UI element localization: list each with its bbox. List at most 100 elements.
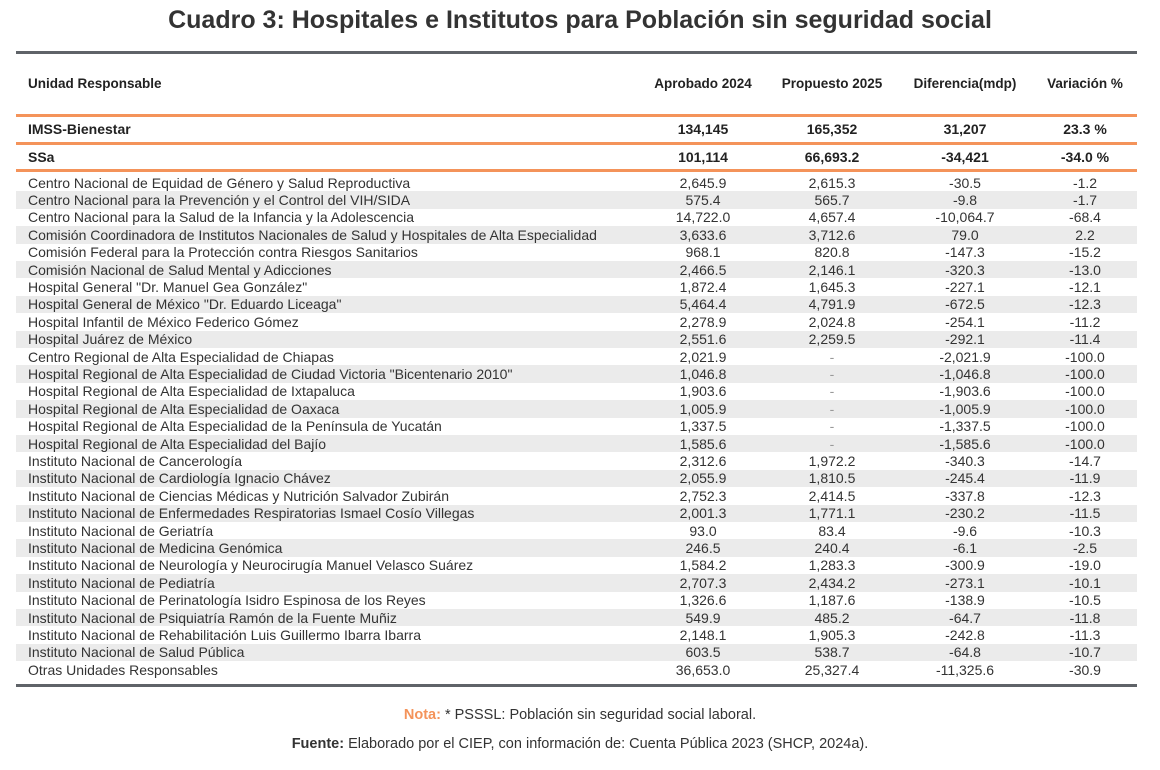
- cell-aprobado: 2,001.3: [679, 505, 727, 522]
- cell-aprobado: 2,645.9: [679, 174, 727, 191]
- cell-variacion: -12.3: [1069, 296, 1101, 313]
- cell-variacion: -1.7: [1072, 192, 1098, 209]
- cell-diferencia: -1,585.6: [939, 435, 991, 452]
- cell-unidad: Instituto Nacional de Ciencias Médicas y…: [28, 487, 449, 504]
- top-rule: [16, 51, 1137, 54]
- header-propuesto: Propuesto 2025: [781, 75, 883, 91]
- cell-diferencia: -1,337.5: [939, 418, 991, 435]
- cell-unidad: Otras Unidades Responsables: [28, 661, 218, 678]
- cell-diferencia: -672.5: [945, 296, 985, 313]
- cell-diferencia: -242.8: [945, 627, 985, 644]
- table-title: Cuadro 3: Hospitales e Institutos para P…: [168, 6, 992, 34]
- cell-unidad: SSa: [28, 149, 55, 165]
- cell-aprobado: 549.9: [685, 609, 721, 626]
- cell-propuesto: 2,259.5: [808, 331, 856, 348]
- cell-propuesto: -: [829, 383, 835, 400]
- cell-diferencia: -2,021.9: [939, 348, 991, 365]
- cell-unidad: Instituto Nacional de Rehabilitación Lui…: [28, 627, 421, 644]
- table-row: Instituto Nacional de Ciencias Médicas y…: [16, 487, 1137, 504]
- cell-propuesto: 240.4: [814, 540, 850, 557]
- note-label: Nota:: [403, 707, 441, 723]
- table-row: Comisión Federal para la Protección cont…: [16, 244, 1137, 261]
- header-unidad: Unidad Responsable: [28, 75, 162, 91]
- cell-aprobado: 246.5: [685, 540, 721, 557]
- cell-variacion: -100.0: [1065, 418, 1105, 435]
- cell-unidad: Centro Nacional de Equidad de Género y S…: [28, 174, 411, 191]
- cell-aprobado: 603.5: [685, 644, 721, 661]
- table-header: Unidad Responsable Aprobado 2024 Propues…: [16, 70, 1137, 96]
- table-row: Instituto Nacional de Medicina Genómica 2…: [16, 539, 1137, 557]
- table-row: Hospital General de México "Dr. Eduardo …: [16, 295, 1137, 314]
- cell-variacion: -34.0 %: [1060, 149, 1110, 165]
- cell-unidad: Instituto Nacional de Psiquiatría Ramón …: [28, 609, 397, 626]
- table-row: Instituto Nacional de Rehabilitación Lui…: [16, 626, 1137, 643]
- orange-rule: [16, 169, 1137, 172]
- cell-diferencia: -6.1: [952, 540, 978, 557]
- cell-unidad: Instituto Nacional de Cancerología: [28, 453, 243, 470]
- cell-diferencia: -292.1: [945, 331, 985, 348]
- cell-aprobado: 36,653.0: [675, 661, 731, 678]
- cell-propuesto: 4,791.9: [808, 296, 856, 313]
- cell-unidad: Instituto Nacional de Neurología y Neuro…: [28, 557, 474, 574]
- cell-aprobado: 2,707.3: [679, 574, 727, 591]
- table-row: Instituto Nacional de Neurología y Neuro…: [16, 557, 1137, 574]
- table-row: Comisión Coordinadora de Institutos Naci…: [16, 226, 1137, 244]
- cell-aprobado: 1,585.6: [679, 435, 727, 452]
- cell-diferencia: -227.1: [945, 279, 985, 296]
- cell-propuesto: 2,434.2: [808, 574, 856, 591]
- cell-aprobado: 2,278.9: [679, 313, 727, 330]
- cell-unidad: Comisión Federal para la Protección cont…: [28, 244, 418, 261]
- table-row: Hospital Regional de Alta Especialidad d…: [16, 418, 1137, 435]
- summary-row-imss: IMSS-Bienestar 134,145 165,352 31,207 23…: [16, 117, 1137, 141]
- table-row: Instituto Nacional de Salud Pública 603.5…: [16, 643, 1137, 662]
- orange-rule: [16, 142, 1137, 145]
- table-row: Hospital Juárez de México 2,551.6 2,259.5 -…: [16, 330, 1137, 348]
- cell-aprobado: 5,464.4: [679, 296, 727, 313]
- cell-unidad: Instituto Nacional de Pediatría: [28, 574, 215, 591]
- cell-diferencia: -254.1: [945, 313, 985, 330]
- cell-propuesto: 1,645.3: [808, 279, 856, 296]
- cell-diferencia: -340.3: [945, 453, 985, 470]
- cell-variacion: -11.2: [1069, 313, 1101, 330]
- cell-aprobado: 1,872.4: [679, 279, 727, 296]
- cell-diferencia: -34,421: [941, 149, 989, 165]
- cell-propuesto: 2,414.5: [808, 487, 856, 504]
- table-row: Instituto Nacional de Psiquiatría Ramón …: [16, 609, 1137, 627]
- orange-rule: [16, 114, 1137, 117]
- table-row: Hospital General "Dr. Manuel Gea Gonzále…: [16, 278, 1137, 295]
- cell-diferencia: -30.5: [949, 174, 981, 191]
- table-row: Hospital Regional de Alta Especialidad d…: [16, 400, 1137, 418]
- cell-diferencia: -147.3: [945, 244, 985, 261]
- cell-aprobado: 2,148.1: [679, 627, 727, 644]
- cell-diferencia: 31,207: [943, 121, 987, 137]
- cell-variacion: -100.0: [1065, 435, 1105, 452]
- cell-unidad: Hospital General de México "Dr. Eduardo …: [28, 296, 342, 313]
- cell-variacion: -11.9: [1069, 470, 1101, 487]
- cell-variacion: -30.9: [1069, 661, 1101, 678]
- cell-diferencia: -300.9: [945, 557, 985, 574]
- cell-propuesto: -: [829, 435, 835, 452]
- table-row: Instituto Nacional de Geriatría 93.0 83.4 -…: [16, 522, 1137, 539]
- cell-propuesto: 820.8: [814, 244, 850, 261]
- cell-aprobado: 93.0: [689, 522, 717, 539]
- cell-unidad: IMSS-Bienestar: [28, 121, 131, 137]
- cell-aprobado: 1,584.2: [679, 557, 727, 574]
- cell-aprobado: 1,326.6: [679, 592, 727, 609]
- bottom-rule: [16, 684, 1137, 687]
- cell-variacion: -10.5: [1069, 592, 1101, 609]
- header-variacion: Variación %: [1047, 75, 1123, 91]
- table-row: Hospital Regional de Alta Especialidad d…: [16, 435, 1137, 453]
- table-note: Nota: * PSSSL: Población sin seguridad s…: [0, 707, 1160, 723]
- table-source: Fuente: Elaborado por el CIEP, con infor…: [0, 736, 1160, 752]
- cell-aprobado: 134,145: [677, 121, 729, 137]
- cell-propuesto: 83.4: [818, 522, 846, 539]
- cell-variacion: -11.3: [1069, 627, 1101, 644]
- cell-variacion: -10.1: [1069, 574, 1101, 591]
- cell-propuesto: 1,972.2: [808, 453, 856, 470]
- table-row: Hospital Regional de Alta Especialidad d…: [16, 383, 1137, 400]
- cell-aprobado: 575.4: [685, 192, 721, 209]
- cell-variacion: -10.3: [1069, 522, 1101, 539]
- cell-propuesto: 25,327.4: [804, 661, 860, 678]
- cell-diferencia: -1,005.9: [939, 400, 991, 417]
- cell-variacion: -15.2: [1069, 244, 1101, 261]
